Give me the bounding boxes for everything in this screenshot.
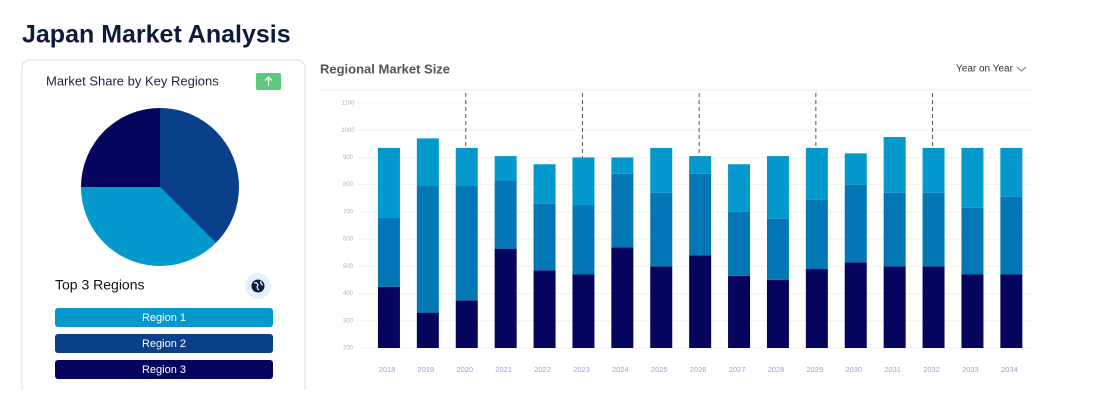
x-tick-label: 2023 [573,365,590,374]
pie-slice [160,108,239,243]
bar-segment [377,147,400,218]
x-tick-label: 2034 [1001,365,1018,374]
bar-segment [416,138,439,187]
x-tick-label: 2026 [690,365,707,374]
x-tick-label: 2030 [845,365,862,374]
bar-segment [766,156,789,219]
bar-segment [961,147,984,208]
region-label: Region 1 [142,312,186,324]
bar-segment [377,286,400,348]
y-tick-label: 900 [343,155,354,161]
bar-segment [844,262,867,348]
bar-segment [533,270,556,348]
bar-segment [728,164,751,212]
bar-segment [922,192,945,267]
legend-title: Top 3 Regions [55,277,145,293]
x-tick-label: 2018 [379,365,396,374]
region-button[interactable] [55,308,273,327]
x-tick-label: 2021 [495,365,512,374]
x-tick-label: 2019 [418,365,435,374]
period-select[interactable]: Year on Year [956,64,1014,75]
bar-segment [883,137,906,193]
bar-segment [455,186,478,301]
bar-segment [805,147,828,200]
bar-segment [533,203,556,271]
bar-segment [805,269,828,348]
y-tick-label: 500 [343,264,354,270]
x-tick-label: 2031 [884,365,901,374]
x-tick-label: 2027 [729,365,746,374]
x-tick-label: 2020 [456,365,473,374]
bar-segment [844,153,867,185]
bar-segment [416,186,439,313]
y-tick-label: 700 [343,209,354,215]
region-label: Region 3 [142,364,186,376]
globe-detail [253,280,264,291]
x-tick-label: 2024 [612,365,629,374]
x-tick-label: 2028 [768,365,785,374]
bar-segment [728,211,751,276]
chart-title: Regional Market Size [320,61,450,76]
bar-segment [961,207,984,275]
y-tick-label: 800 [343,182,354,188]
x-tick-label: 2032 [923,365,940,374]
bar-segment [766,279,789,348]
page-title: Japan Market Analysis [22,21,291,49]
bar-segment [961,274,984,348]
bar-segment [883,266,906,348]
x-tick-label: 2022 [534,365,551,374]
x-tick-label: 2029 [807,365,824,374]
bar-segment [572,157,595,206]
y-tick-label: 200 [343,346,354,352]
bar-segment [494,248,517,348]
x-tick-label: 2025 [651,365,668,374]
bar-segment [805,199,828,270]
bar-segment [494,180,517,249]
card-title: Market Share by Key Regions [46,73,219,88]
y-tick-label: 1100 [342,101,356,107]
y-tick-label: 400 [343,291,354,297]
bar-segment [844,184,867,263]
chevron [1016,66,1027,72]
region-button[interactable] [55,334,273,353]
bar-segment [1000,274,1023,348]
pie-slice [81,187,216,267]
bar-segment [1000,196,1023,275]
bar-segment [650,266,673,348]
bar-segment [922,147,945,193]
y-tick-label: 1000 [341,128,355,134]
bar-segment [766,218,789,280]
region-label: Region 2 [142,338,186,350]
x-tick-label: 2033 [962,365,979,374]
bar-segment [689,156,712,174]
bar-segment [728,275,751,348]
bar-segment [455,147,478,187]
region-button[interactable] [55,360,273,379]
y-tick-label: 300 [343,318,354,324]
bar-segment [922,266,945,348]
bar-segment [650,192,673,267]
bar-segment [1000,147,1023,197]
bar-segment [377,217,400,287]
pie-slice [81,108,160,187]
bar-segment [572,274,595,348]
bar-segment [494,156,517,181]
bar-segment [689,173,712,256]
bar-segment [883,192,906,267]
arrow-icon [264,76,273,86]
bar-segment [533,164,556,204]
bar-segment [611,157,634,174]
bar-segment [650,147,673,193]
bar-segment [611,173,634,248]
bar-segment [572,205,595,275]
bar-segment [455,300,478,348]
bar-segment [611,247,634,348]
bar-segment [689,255,712,348]
y-tick-label: 600 [343,237,354,243]
bar-segment [416,312,439,348]
